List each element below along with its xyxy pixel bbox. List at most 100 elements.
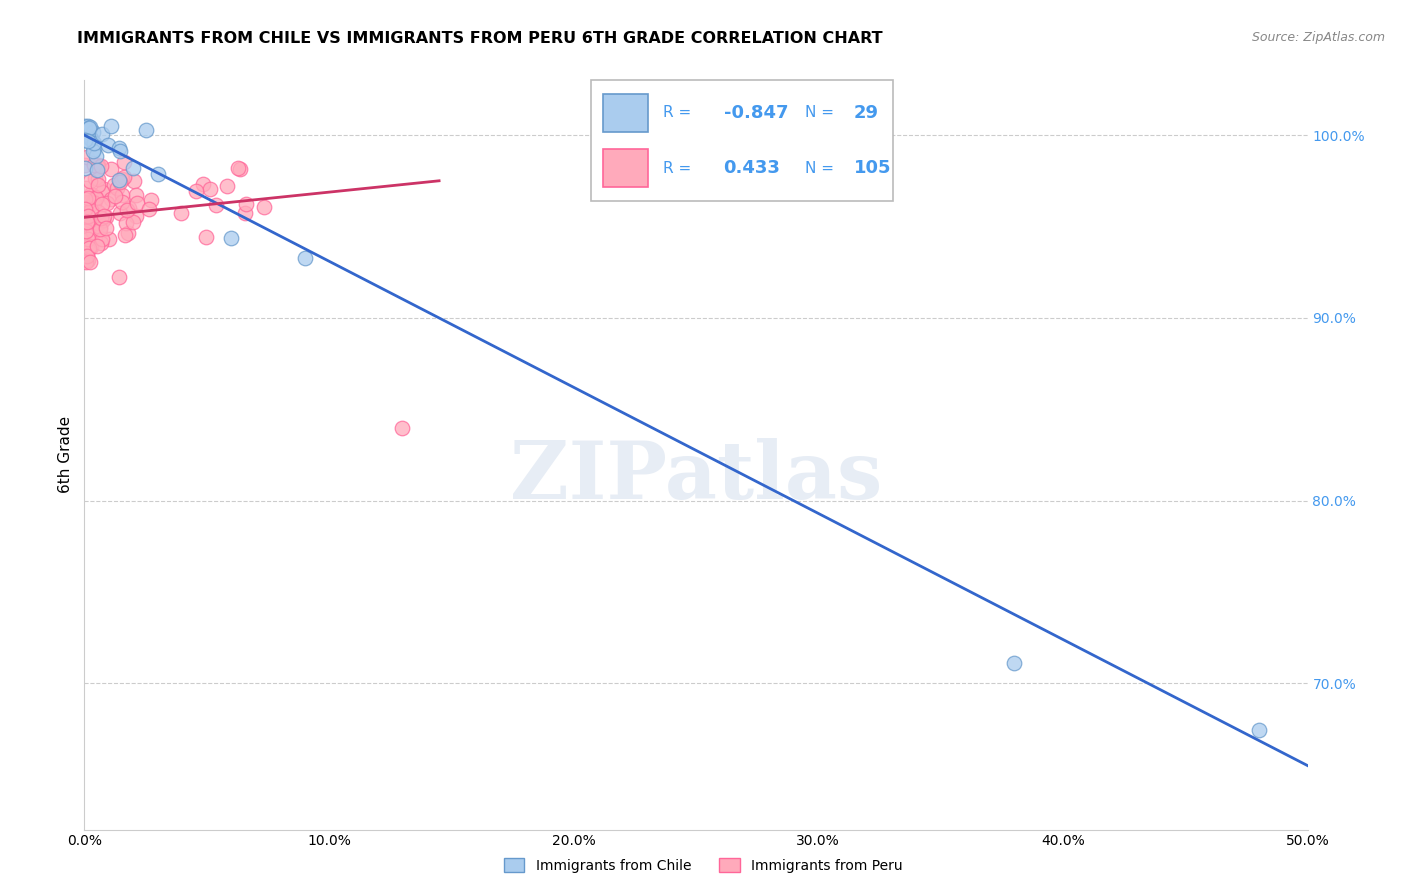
Point	[82, 225, 104, 239]
Point	[77, 209, 100, 223]
Point	[73, 202, 96, 216]
Text: 29: 29	[853, 103, 879, 122]
Point	[75, 133, 97, 147]
Point	[90, 236, 112, 251]
Point	[135, 123, 157, 137]
Point	[114, 216, 136, 230]
Point	[89, 219, 111, 234]
Text: R =: R =	[664, 161, 692, 176]
Point	[194, 230, 217, 244]
Text: IMMIGRANTS FROM CHILE VS IMMIGRANTS FROM PERU 6TH GRADE CORRELATION CHART: IMMIGRANTS FROM CHILE VS IMMIGRANTS FROM…	[77, 31, 883, 46]
Point	[233, 206, 256, 220]
Point	[111, 188, 134, 202]
Point	[76, 253, 98, 268]
Point	[294, 251, 316, 265]
Point	[79, 120, 101, 135]
Point	[77, 241, 100, 255]
Point	[146, 167, 169, 181]
Point	[138, 202, 160, 216]
Point	[75, 181, 97, 195]
Point	[103, 178, 125, 192]
Point	[73, 192, 96, 206]
Point	[73, 214, 96, 228]
Point	[79, 174, 101, 188]
Text: ZIPatlas: ZIPatlas	[510, 438, 882, 516]
Point	[79, 130, 101, 145]
Point	[108, 176, 131, 190]
Point	[73, 204, 96, 219]
Point	[87, 178, 110, 192]
Point	[87, 158, 110, 172]
Point	[117, 201, 139, 215]
Point	[76, 210, 98, 224]
Point	[93, 209, 115, 223]
Point	[184, 184, 207, 198]
Point	[235, 197, 257, 211]
Point	[76, 119, 98, 133]
Text: Source: ZipAtlas.com: Source: ZipAtlas.com	[1251, 31, 1385, 45]
Point	[108, 172, 131, 186]
Point	[83, 142, 105, 156]
Point	[76, 248, 98, 262]
Point	[79, 239, 101, 253]
Point	[90, 211, 112, 226]
Point	[79, 131, 101, 145]
Point	[107, 181, 129, 195]
Point	[104, 188, 127, 202]
Point	[90, 197, 112, 211]
Point	[87, 217, 110, 231]
Point	[77, 121, 100, 136]
Point	[83, 136, 105, 151]
Point	[125, 210, 148, 224]
Text: 105: 105	[853, 159, 891, 178]
Point	[96, 196, 118, 211]
Point	[97, 138, 120, 153]
Point	[76, 207, 98, 221]
Point	[90, 232, 112, 246]
Point	[83, 195, 105, 210]
Point	[97, 232, 120, 246]
Point	[75, 224, 97, 238]
Point	[87, 160, 110, 174]
Point	[111, 195, 134, 210]
Point	[108, 206, 131, 220]
Point	[77, 135, 100, 149]
Point	[108, 141, 131, 155]
Point	[79, 228, 101, 243]
Point	[82, 215, 104, 229]
Point	[76, 215, 98, 229]
Point	[76, 150, 98, 164]
Point	[86, 149, 108, 163]
Point	[80, 131, 103, 145]
Point	[79, 194, 101, 209]
Point	[198, 182, 221, 196]
Point	[90, 127, 112, 141]
Point	[191, 177, 214, 191]
Point	[115, 203, 138, 218]
Point	[90, 159, 112, 173]
Point	[82, 195, 104, 210]
Text: N =: N =	[806, 161, 834, 176]
Point	[73, 209, 96, 223]
Point	[204, 198, 226, 212]
Point	[76, 207, 98, 221]
Point	[1247, 723, 1270, 737]
Point	[84, 191, 107, 205]
Text: -0.847: -0.847	[724, 103, 787, 122]
Text: R =: R =	[664, 105, 692, 120]
Point	[229, 162, 252, 177]
Point	[83, 158, 105, 172]
Point	[75, 161, 97, 175]
Point	[82, 144, 104, 158]
Point	[86, 217, 108, 231]
Point	[252, 200, 274, 214]
Point	[124, 187, 146, 202]
Point	[100, 161, 122, 176]
Text: 0.433: 0.433	[724, 159, 780, 178]
Point	[86, 205, 108, 219]
Point	[80, 240, 103, 254]
Point	[226, 161, 249, 175]
Point	[117, 227, 139, 241]
Point	[93, 212, 115, 227]
Point	[100, 192, 122, 206]
